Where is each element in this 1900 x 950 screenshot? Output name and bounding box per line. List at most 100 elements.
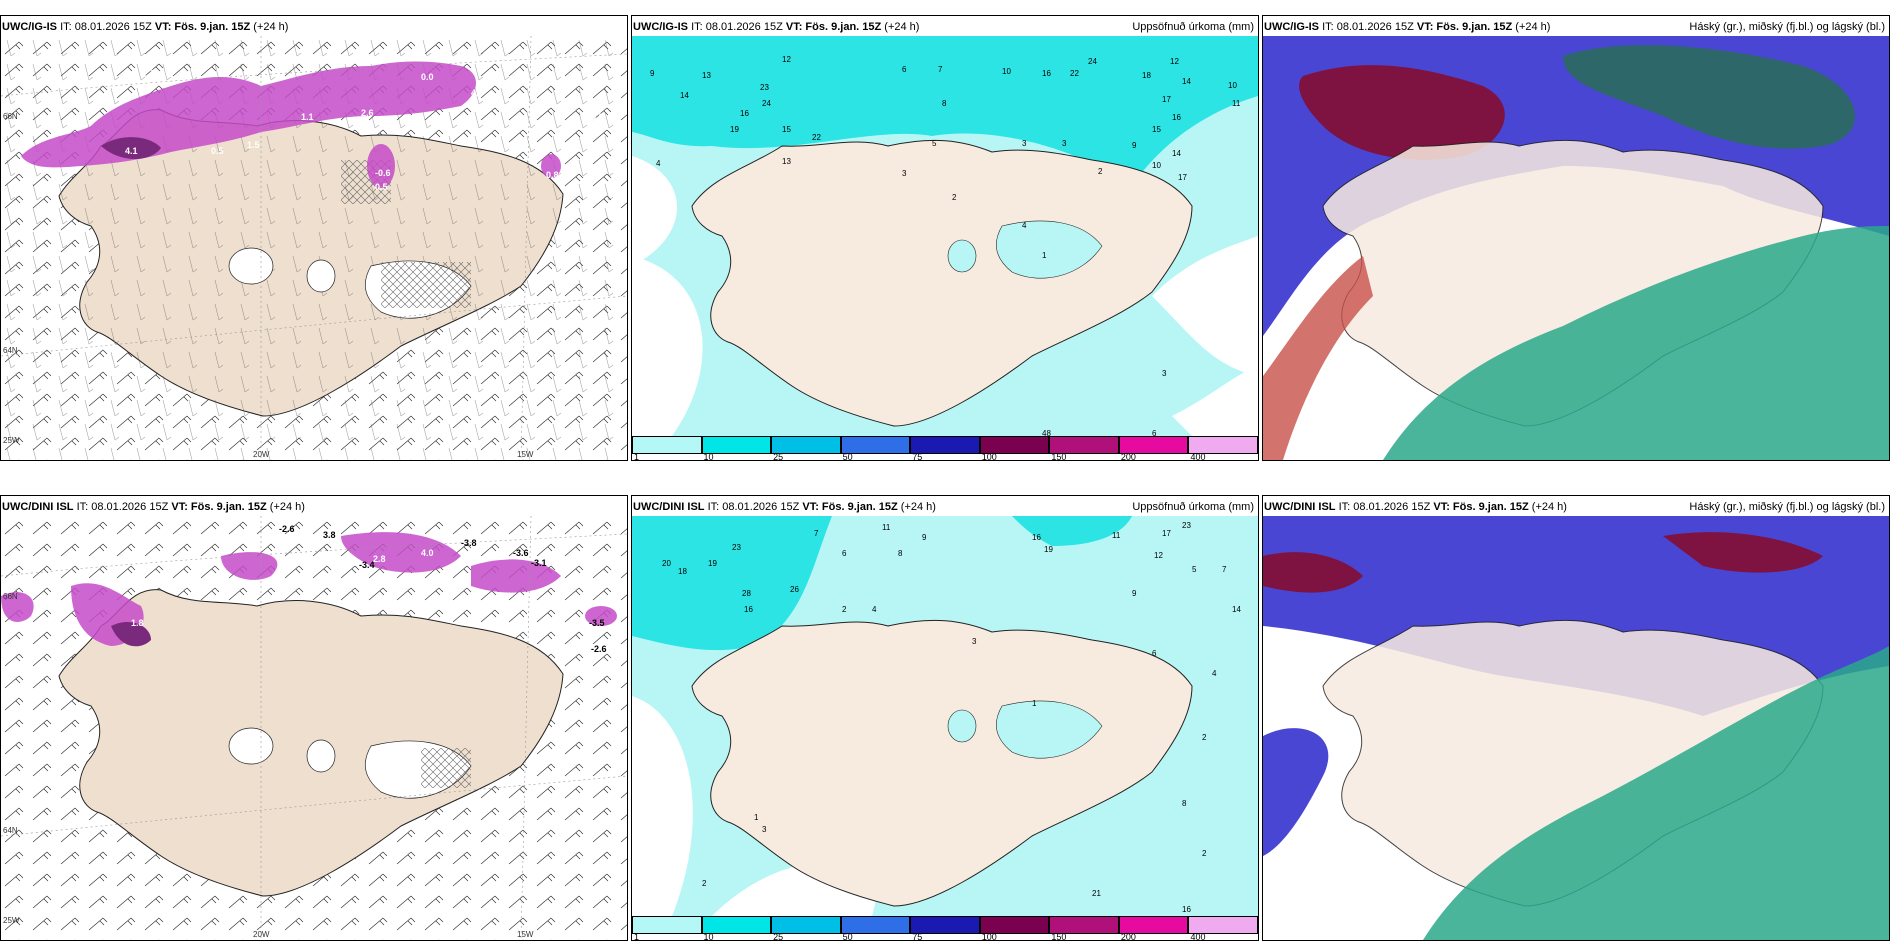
temp-label: 2.6 (361, 108, 374, 118)
precip-value: 12 (1170, 57, 1179, 66)
legend-tick-label: 400 (1190, 452, 1206, 461)
precip-value: 12 (782, 55, 791, 64)
temp-label: -3.4 (359, 560, 375, 570)
precip-value: 2 (952, 193, 957, 202)
precip-value: 23 (1182, 521, 1191, 530)
precip-value: 2 (1098, 167, 1103, 176)
axis-label: 64N (3, 826, 18, 835)
precip-value: 4 (1212, 669, 1217, 678)
legend-tick-label: 10 (703, 452, 714, 461)
legend-color-box (1188, 436, 1258, 454)
temp-label: -2.6 (591, 644, 607, 654)
precip-value: 2 (702, 879, 707, 888)
precip-value: 28 (742, 589, 751, 598)
legend-tick-label: 10 (703, 932, 714, 941)
legend-color-box (701, 916, 772, 934)
precip-value: 16 (744, 605, 753, 614)
axis-label: 66N (3, 112, 18, 121)
legend-color-box (1188, 916, 1258, 934)
precip-value: 18 (1142, 71, 1151, 80)
precip-value: 16 (1042, 69, 1051, 78)
precip-value: 6 (842, 549, 847, 558)
temp-label: 1.8 (131, 618, 144, 628)
precip-value: 16 (1032, 533, 1041, 542)
temp-label: 4.1 (125, 146, 138, 156)
precip-value: 15 (1152, 125, 1161, 134)
precip-value: 10 (1002, 67, 1011, 76)
legend-color-box (771, 916, 841, 934)
temp-label: 0.5 (375, 182, 388, 192)
legend-color-box (979, 436, 1050, 454)
precip-value: 14 (1172, 149, 1181, 158)
legend-color-box (1118, 916, 1189, 934)
precip-value: 8 (1182, 799, 1187, 808)
temp-label: 0.8 (546, 170, 559, 180)
precip-value: 11 (882, 523, 891, 532)
axis-label: 15W (517, 930, 534, 939)
axis-label: 20W (253, 930, 270, 939)
precip-value: 20 (662, 559, 671, 568)
panel-title: UWC/DINI ISL IT: 08.01.2026 15Z VT: Fös.… (1264, 501, 1885, 513)
precip-value: 6 (1152, 649, 1157, 658)
panel-ig-clouds: UWC/IG-IS IT: 08.01.2026 15Z VT: Fös. 9.… (1262, 15, 1890, 461)
precip-value: 9 (1132, 141, 1137, 150)
temp-label: 1.1 (301, 112, 314, 122)
axis-label: 64N (3, 346, 18, 355)
temp-label: 1.5 (247, 140, 260, 150)
precip-value: 7 (938, 65, 943, 74)
precip-value: 9 (650, 69, 655, 78)
wind-temperature-map: 2.6 4.1 1.5 0.5 -0.6 0.5 1.1 5.0 0.8 4.0… (1, 36, 627, 460)
legend-color-box (1049, 916, 1119, 934)
precip-value: 18 (678, 567, 687, 576)
precip-value: 9 (1132, 589, 1137, 598)
axis-label: 25W (3, 916, 20, 925)
panel-title: UWC/IG-IS IT: 08.01.2026 15Z VT: Fös. 9.… (1264, 21, 1885, 33)
precip-value: 6 (902, 65, 907, 74)
wind-temperature-map: -2.6 3.8 -3.4 -3.8 -3.6 -3.1 -2.6 -3.5 1… (1, 516, 627, 940)
temp-label: -3.5 (589, 618, 605, 628)
precip-value: 23 (760, 83, 769, 92)
legend-tick-label: 25 (773, 932, 784, 941)
legend-tick-label: 25 (773, 452, 784, 461)
temp-label: 3.8 (323, 530, 336, 540)
precip-value: 13 (782, 157, 791, 166)
precip-value: 3 (1162, 369, 1167, 378)
legend-color-box (979, 916, 1050, 934)
axis-label: 15W (517, 450, 534, 459)
precip-value: 3 (902, 169, 907, 178)
precipitation-map: 9 14 13 23 12 16 24 15 19 22 13 4 6 7 8 … (632, 36, 1258, 436)
precip-value: 17 (1162, 95, 1171, 104)
panel-ig-precip: UWC/IG-IS IT: 08.01.2026 15Z VT: Fös. 9.… (631, 15, 1259, 461)
precip-value: 48 (1042, 429, 1051, 436)
precip-value: 3 (762, 825, 767, 834)
legend-tick-label: 150 (1051, 932, 1067, 941)
precip-value: 10 (1228, 81, 1237, 90)
legend-color-box (771, 436, 841, 454)
legend-color-box (632, 916, 702, 934)
temp-label: 1.2 (141, 68, 154, 78)
precip-value: 2 (842, 605, 847, 614)
precip-value: 26 (790, 585, 799, 594)
legend-tick-label: 50 (842, 452, 853, 461)
legend-tick-label: 400 (1190, 932, 1206, 941)
precip-value: 24 (762, 99, 771, 108)
precip-value: 12 (1154, 551, 1163, 560)
legend-tick-label: 200 (1120, 452, 1136, 461)
temp-label: 2.8 (373, 554, 386, 564)
precip-color-legend: 1 10 25 50 75 100 150 200 400 (632, 916, 1258, 940)
precip-value: 7 (1222, 565, 1227, 574)
legend-tick-label: 50 (842, 932, 853, 941)
precip-value: 24 (1088, 57, 1097, 66)
precip-value: 17 (1162, 529, 1171, 538)
legend-tick-label: 200 (1120, 932, 1136, 941)
legend-tick-label: 150 (1051, 452, 1067, 461)
precip-value: 7 (814, 529, 819, 538)
temp-label: -0.6 (375, 168, 391, 178)
legend-tick-label: 75 (912, 452, 923, 461)
precip-value: 11 (1232, 99, 1241, 108)
legend-color-box (1118, 436, 1189, 454)
precip-value: 17 (1178, 173, 1187, 182)
precip-value: 19 (730, 125, 739, 134)
precip-value: 8 (898, 549, 903, 558)
temp-label: 4.0 (471, 88, 484, 98)
